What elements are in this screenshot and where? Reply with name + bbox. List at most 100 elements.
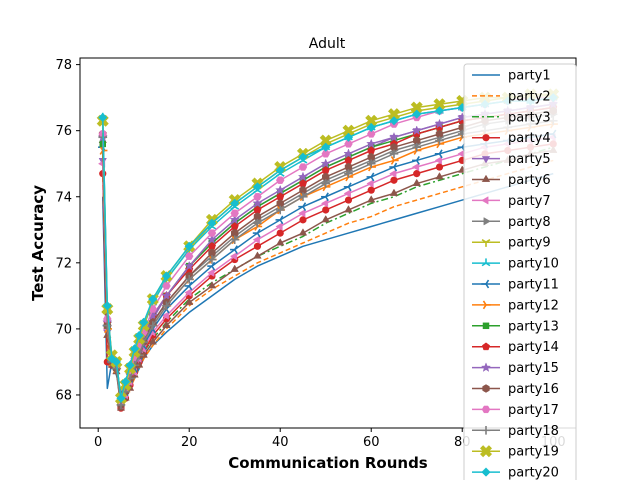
data-point-marker bbox=[481, 239, 487, 243]
data-point-marker bbox=[185, 297, 194, 305]
data-point-marker bbox=[366, 138, 377, 149]
legend-item: party19 bbox=[472, 445, 559, 460]
data-point-marker bbox=[343, 189, 351, 198]
legend-box bbox=[463, 63, 577, 480]
data-point-marker bbox=[253, 251, 262, 259]
data-point-marker bbox=[234, 245, 238, 251]
legend-label: party14 bbox=[508, 340, 559, 355]
data-point-marker bbox=[125, 360, 135, 370]
data-point-marker bbox=[139, 317, 149, 327]
data-point-marker bbox=[389, 116, 399, 126]
data-point-marker bbox=[230, 264, 239, 272]
y-tick-label: 68 bbox=[55, 388, 72, 403]
legend-label: party19 bbox=[508, 445, 559, 460]
legend-item: party13 bbox=[472, 319, 559, 334]
legend-label: party7 bbox=[508, 194, 551, 209]
data-point-marker bbox=[389, 169, 397, 178]
data-point-marker bbox=[390, 156, 395, 161]
data-point-marker bbox=[370, 172, 375, 178]
data-point-marker bbox=[370, 176, 375, 182]
data-point-marker bbox=[366, 122, 376, 133]
data-point-marker bbox=[234, 249, 238, 254]
data-point-marker bbox=[116, 393, 126, 403]
data-point-marker bbox=[343, 148, 354, 159]
data-point-marker bbox=[161, 311, 169, 320]
data-point-marker bbox=[367, 186, 375, 194]
data-point-marker bbox=[107, 353, 117, 364]
data-point-marker bbox=[480, 362, 492, 372]
data-point-marker bbox=[482, 322, 490, 330]
data-point-marker bbox=[325, 192, 329, 198]
y-axis: 68 70 72 74 76 78 bbox=[55, 58, 80, 403]
data-point-marker bbox=[321, 142, 331, 152]
data-point-marker bbox=[321, 150, 330, 158]
data-point-marker bbox=[438, 149, 443, 155]
data-point-marker bbox=[184, 288, 192, 297]
data-point-marker bbox=[184, 252, 194, 260]
legend-label: party6 bbox=[508, 173, 551, 188]
data-point-marker bbox=[390, 159, 395, 165]
data-point-marker bbox=[481, 196, 489, 205]
data-point-marker bbox=[207, 268, 215, 277]
data-point-marker bbox=[275, 176, 285, 184]
data-point-marker bbox=[412, 109, 422, 119]
data-point-marker bbox=[252, 182, 263, 192]
legend-label: party9 bbox=[508, 236, 551, 251]
data-point-marker bbox=[102, 301, 112, 311]
data-point-marker bbox=[253, 242, 262, 250]
data-point-marker bbox=[298, 163, 308, 171]
chart-title: Adult bbox=[309, 36, 346, 52]
data-point-marker bbox=[252, 235, 260, 244]
data-point-marker bbox=[367, 195, 376, 203]
data-point-marker bbox=[434, 106, 445, 116]
legend-item: party18 bbox=[472, 424, 559, 439]
x-tick-label: 60 bbox=[363, 435, 380, 450]
data-point-marker bbox=[298, 209, 306, 218]
data-point-marker bbox=[413, 170, 421, 178]
legend-label: party8 bbox=[508, 215, 551, 230]
legend: party1 party2 party3 party4 party5 party6 part… bbox=[463, 63, 577, 480]
legend-item: party9 bbox=[472, 236, 551, 251]
data-point-marker bbox=[276, 238, 285, 246]
data-point-marker bbox=[322, 206, 330, 214]
data-point-marker bbox=[211, 265, 216, 271]
data-point-marker bbox=[279, 219, 284, 225]
legend-label: party18 bbox=[508, 424, 559, 439]
legend-item: party8 bbox=[472, 215, 551, 230]
data-point-marker bbox=[229, 252, 238, 261]
data-point-marker bbox=[482, 304, 487, 310]
data-point-marker bbox=[230, 209, 239, 217]
legend-item: party15 bbox=[472, 361, 559, 376]
data-point-marker bbox=[435, 172, 444, 180]
legend-item: party12 bbox=[472, 298, 559, 313]
legend-item: party17 bbox=[472, 403, 559, 418]
legend-label: party20 bbox=[508, 466, 559, 480]
data-point-marker bbox=[481, 174, 491, 182]
data-point-marker bbox=[98, 112, 108, 123]
data-point-marker bbox=[481, 156, 491, 164]
data-point-marker bbox=[325, 196, 329, 202]
data-point-marker bbox=[148, 294, 158, 304]
legend-label: party2 bbox=[508, 89, 551, 104]
data-point-marker bbox=[411, 125, 422, 136]
x-tick-label: 20 bbox=[181, 435, 198, 450]
legend-item: party16 bbox=[472, 382, 559, 397]
data-point-marker bbox=[344, 140, 353, 148]
data-point-marker bbox=[256, 232, 261, 238]
y-tick-label: 70 bbox=[55, 322, 72, 337]
data-point-marker bbox=[389, 188, 399, 196]
data-point-marker bbox=[207, 218, 217, 228]
legend-label: party15 bbox=[508, 361, 559, 376]
legend-item: party6 bbox=[472, 173, 551, 188]
x-tick-label: 0 bbox=[94, 435, 102, 450]
y-axis-title: Test Accuracy bbox=[29, 185, 47, 301]
data-point-marker bbox=[416, 159, 420, 165]
legend-label: party16 bbox=[508, 382, 559, 397]
data-point-marker bbox=[482, 300, 487, 306]
data-point-marker bbox=[481, 467, 491, 477]
legend-item: party5 bbox=[472, 152, 551, 167]
data-point-marker bbox=[302, 202, 307, 208]
data-point-marker bbox=[388, 131, 400, 142]
